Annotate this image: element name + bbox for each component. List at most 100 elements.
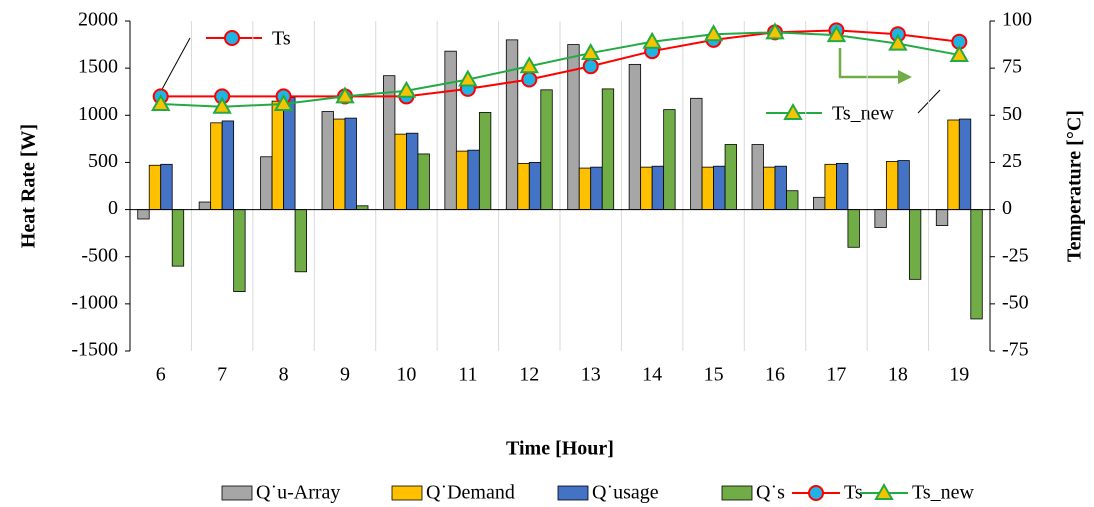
y-axis-label: Heat Rate [W] xyxy=(18,124,40,248)
y-tick-label: 0 xyxy=(108,197,118,219)
bar xyxy=(751,144,764,210)
bar xyxy=(467,149,480,210)
bar xyxy=(478,112,492,210)
y2-tick-label: 75 xyxy=(1002,56,1022,78)
bar xyxy=(444,50,457,210)
bar xyxy=(198,201,212,210)
y-tick-label: 500 xyxy=(88,150,118,172)
y-tick-label: -500 xyxy=(81,244,118,266)
bar xyxy=(505,39,519,210)
bar xyxy=(540,89,553,210)
callout-marker xyxy=(783,102,803,120)
y-tick-label: 1500 xyxy=(78,56,118,78)
bar xyxy=(786,190,799,210)
marker xyxy=(765,22,785,40)
y2-tick-label: -25 xyxy=(1002,244,1029,266)
x-tick-label: 15 xyxy=(704,364,724,386)
legend-label: Q˙usage xyxy=(592,482,659,504)
annotation: Ts_new xyxy=(832,103,894,125)
x-tick-label: 13 xyxy=(581,364,601,386)
marker xyxy=(212,96,232,114)
bar xyxy=(578,167,592,210)
bar xyxy=(601,88,615,210)
bar xyxy=(958,118,972,210)
x-axis-label: Time [Hour] xyxy=(506,438,614,460)
bar xyxy=(233,209,246,292)
legend-label: Ts_new xyxy=(912,482,974,504)
marker xyxy=(888,33,908,51)
bar xyxy=(763,166,776,210)
bar xyxy=(148,164,162,210)
line xyxy=(160,29,960,98)
bar xyxy=(824,163,837,210)
marker xyxy=(458,69,478,87)
bar xyxy=(171,209,185,267)
bar xyxy=(935,209,949,226)
legend-label: Q˙Demand xyxy=(426,482,515,504)
bar xyxy=(356,205,369,210)
bar xyxy=(283,96,296,210)
x-tick-label: 18 xyxy=(888,364,908,386)
bar xyxy=(874,209,887,228)
bar xyxy=(455,150,469,210)
x-tick-label: 7 xyxy=(217,364,227,386)
bar xyxy=(321,111,334,210)
marker xyxy=(580,43,601,61)
legend-label: Q˙u-Array xyxy=(256,482,340,504)
legend-label: Ts xyxy=(844,482,863,504)
y2-tick-label: 50 xyxy=(1002,103,1022,125)
bar xyxy=(528,162,542,210)
marker xyxy=(582,58,599,75)
bar xyxy=(724,144,737,210)
callout-marker xyxy=(224,30,240,46)
x-tick-label: 14 xyxy=(642,364,662,386)
bar xyxy=(885,161,899,210)
x-tick-label: 10 xyxy=(396,364,416,386)
y-tick-label: 1000 xyxy=(78,103,118,125)
arrow-head xyxy=(898,70,912,84)
marker xyxy=(826,25,847,43)
bar xyxy=(394,133,407,210)
line xyxy=(160,31,960,108)
bar xyxy=(774,165,787,210)
legend-marker xyxy=(874,482,894,500)
leader-line xyxy=(159,37,191,94)
bar xyxy=(137,209,150,220)
bar xyxy=(640,166,653,210)
bar xyxy=(663,109,676,210)
x-tick-label: 12 xyxy=(519,364,539,386)
y-tick-label: -1000 xyxy=(71,291,118,313)
bar xyxy=(517,162,530,210)
bar xyxy=(713,165,726,210)
legend-swatch xyxy=(221,485,253,501)
x-tick-label: 17 xyxy=(826,364,846,386)
x-tick-label: 9 xyxy=(340,364,350,386)
x-tick-label: 19 xyxy=(949,364,969,386)
x-tick-label: 8 xyxy=(279,364,289,386)
y2-tick-label: -75 xyxy=(1002,339,1029,361)
arrow xyxy=(838,48,902,79)
legend-swatch xyxy=(721,485,753,501)
annotation: Ts xyxy=(272,28,291,50)
bar xyxy=(908,209,922,280)
bar xyxy=(836,162,849,210)
bar xyxy=(847,209,860,248)
bar xyxy=(417,153,430,210)
bar xyxy=(701,166,714,210)
marker xyxy=(335,86,355,104)
bar xyxy=(897,160,910,210)
bar xyxy=(333,118,346,210)
y2-tick-label: -50 xyxy=(1002,291,1029,313)
legend-swatch xyxy=(557,485,589,501)
marker xyxy=(703,24,724,42)
marker xyxy=(521,71,538,88)
legend-label: Q˙s xyxy=(756,482,785,504)
bar xyxy=(271,100,284,210)
bar xyxy=(210,122,223,210)
y2-tick-label: 0 xyxy=(1002,197,1012,219)
bar xyxy=(813,196,826,210)
marker xyxy=(519,56,540,74)
x-tick-label: 16 xyxy=(765,364,785,386)
bar xyxy=(651,165,665,210)
